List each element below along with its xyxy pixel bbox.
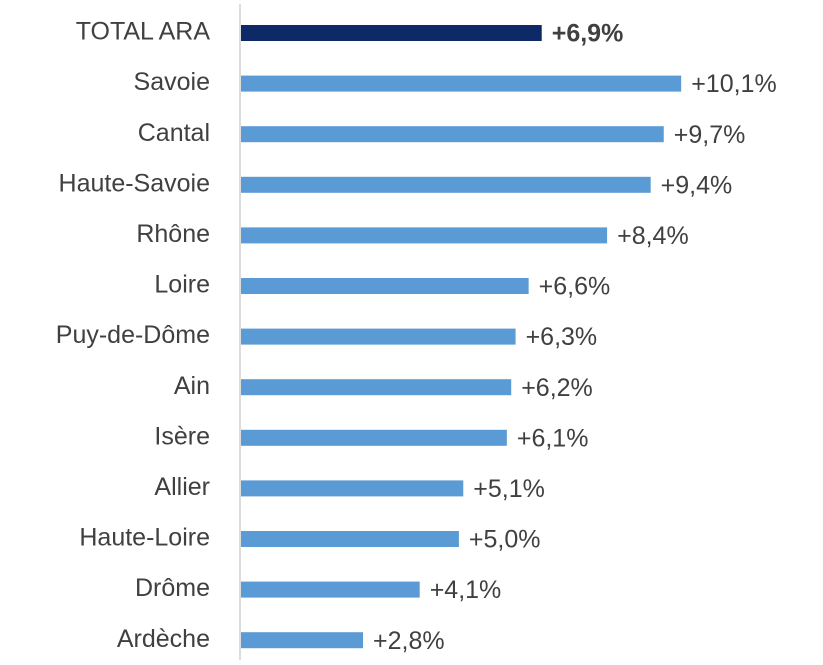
bar <box>241 176 651 193</box>
value-label: +6,2% <box>521 374 593 402</box>
category-label: Haute-Loire <box>79 524 210 552</box>
value-label: +9,7% <box>674 121 746 149</box>
category-label: Isère <box>154 422 210 450</box>
value-label: +5,1% <box>473 475 545 503</box>
bar <box>241 126 664 143</box>
value-label: +6,3% <box>526 323 598 351</box>
bar <box>241 75 682 92</box>
value-label: +2,8% <box>373 627 445 655</box>
value-label: +5,0% <box>469 526 541 554</box>
category-label: Puy-de-Dôme <box>56 321 210 349</box>
bar <box>241 328 516 345</box>
value-label: +6,1% <box>517 424 589 452</box>
category-label: TOTAL ARA <box>76 18 211 46</box>
category-label: Cantal <box>138 119 210 147</box>
category-label: Drôme <box>135 574 210 602</box>
bar <box>241 531 459 547</box>
category-label: Rhône <box>136 220 210 248</box>
value-label: +9,4% <box>661 171 733 199</box>
bar <box>241 227 608 244</box>
category-label: Savoie <box>134 68 210 96</box>
value-label: +6,9% <box>552 20 624 48</box>
category-label: Ain <box>174 372 210 400</box>
category-label: Loire <box>154 271 210 299</box>
bar <box>241 581 420 598</box>
bar <box>241 379 512 396</box>
bar <box>241 278 529 294</box>
value-label: +4,1% <box>430 576 502 604</box>
category-label: Allier <box>154 473 210 501</box>
bar <box>241 632 364 649</box>
category-label: Haute-Savoie <box>59 169 210 197</box>
value-label: +10,1% <box>691 70 777 98</box>
bar <box>241 429 507 446</box>
value-label: +8,4% <box>617 222 689 250</box>
value-label: +6,6% <box>539 273 611 301</box>
bar <box>241 480 464 497</box>
category-label: Ardèche <box>117 625 210 653</box>
bar <box>241 25 542 41</box>
